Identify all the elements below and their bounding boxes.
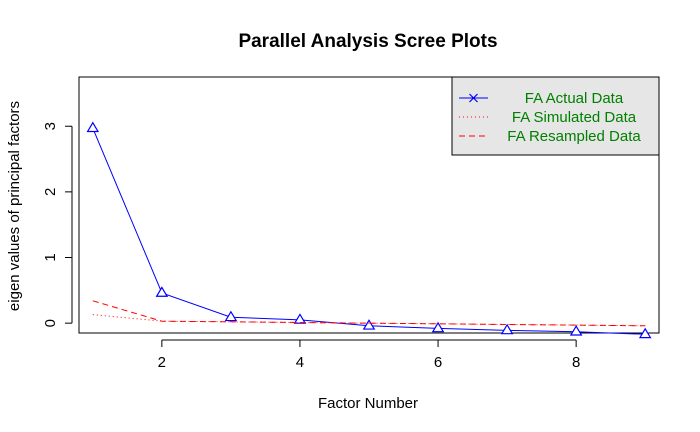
y-axis-label: eigen values of principal factors xyxy=(6,101,23,311)
legend-marker xyxy=(469,93,478,103)
x-tick-label: 2 xyxy=(158,354,166,371)
y-tick-label: 0 xyxy=(42,319,59,327)
x-tick-label: 8 xyxy=(572,354,580,371)
plot-frame xyxy=(78,76,660,334)
legend-label: FA Resampled Data xyxy=(507,128,641,145)
legend-label: FA Simulated Data xyxy=(512,109,637,126)
data-point-marker xyxy=(155,286,169,297)
legend: FA Actual Data FA Simulated Data FA Resamp… xyxy=(451,76,660,156)
data-point-marker xyxy=(500,323,514,335)
y-axis: 0 1 2 3 xyxy=(42,122,73,327)
data-point-marker xyxy=(569,325,583,336)
data-point-marker xyxy=(638,327,652,339)
x-tick-label: 4 xyxy=(296,354,304,371)
data-point-marker xyxy=(293,313,307,324)
data-point-marker xyxy=(86,121,100,133)
x-tick-label: 6 xyxy=(434,354,442,371)
data-point-marker xyxy=(224,310,238,322)
series-layer xyxy=(86,121,652,339)
y-tick-label: 2 xyxy=(42,188,59,196)
y-tick-label: 3 xyxy=(42,122,59,130)
data-point-marker xyxy=(362,319,376,330)
series-line-1 xyxy=(92,128,646,335)
data-point-marker xyxy=(431,321,445,333)
y-tick-label: 1 xyxy=(42,253,59,261)
x-axis: 2 4 6 8 xyxy=(158,339,580,371)
legend-box xyxy=(451,76,660,156)
legend-label: FA Actual Data xyxy=(525,90,624,107)
series-line-3 xyxy=(92,300,646,327)
x-axis-label: Factor Number xyxy=(318,395,418,412)
chart-title: Parallel Analysis Scree Plots xyxy=(238,31,497,52)
